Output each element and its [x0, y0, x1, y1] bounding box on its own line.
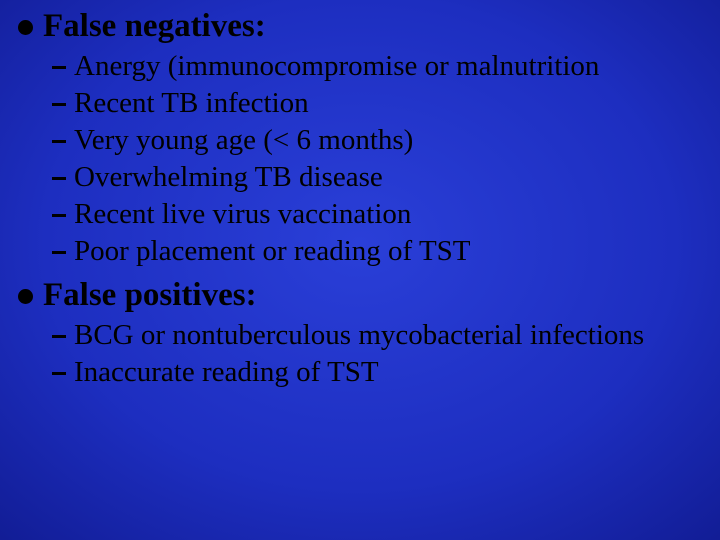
dash-icon: [52, 103, 66, 106]
item-text: BCG or nontuberculous mycobacterial infe…: [74, 317, 644, 354]
heading-text: False negatives:: [43, 8, 266, 46]
item-text: Very young age (< 6 months): [74, 122, 413, 159]
dash-icon: [52, 214, 66, 217]
dash-icon: [52, 372, 66, 375]
list-item: Overwhelming TB disease: [0, 159, 720, 196]
dash-icon: [52, 335, 66, 338]
slide-content: False negatives: Anergy (immunocompromis…: [0, 0, 720, 391]
item-text: Recent TB infection: [74, 85, 309, 122]
section-heading-2: False positives:: [0, 277, 720, 315]
list-item: Anergy (immunocompromise or malnutrition: [0, 48, 720, 85]
dash-icon: [52, 177, 66, 180]
bullet-dot-icon: [18, 20, 33, 35]
list-item: Poor placement or reading of TST: [0, 233, 720, 270]
item-text: Overwhelming TB disease: [74, 159, 383, 196]
item-text: Inaccurate reading of TST: [74, 354, 379, 391]
bullet-dot-icon: [18, 289, 33, 304]
item-text: Anergy (immunocompromise or malnutrition: [74, 48, 599, 85]
list-item: BCG or nontuberculous mycobacterial infe…: [0, 317, 720, 354]
item-text: Poor placement or reading of TST: [74, 233, 471, 270]
list-item: Very young age (< 6 months): [0, 122, 720, 159]
list-item: Recent TB infection: [0, 85, 720, 122]
dash-icon: [52, 251, 66, 254]
item-text: Recent live virus vaccination: [74, 196, 411, 233]
section-heading-1: False negatives:: [0, 8, 720, 46]
list-item: Recent live virus vaccination: [0, 196, 720, 233]
dash-icon: [52, 140, 66, 143]
list-item: Inaccurate reading of TST: [0, 354, 720, 391]
heading-text: False positives:: [43, 277, 257, 315]
dash-icon: [52, 66, 66, 69]
